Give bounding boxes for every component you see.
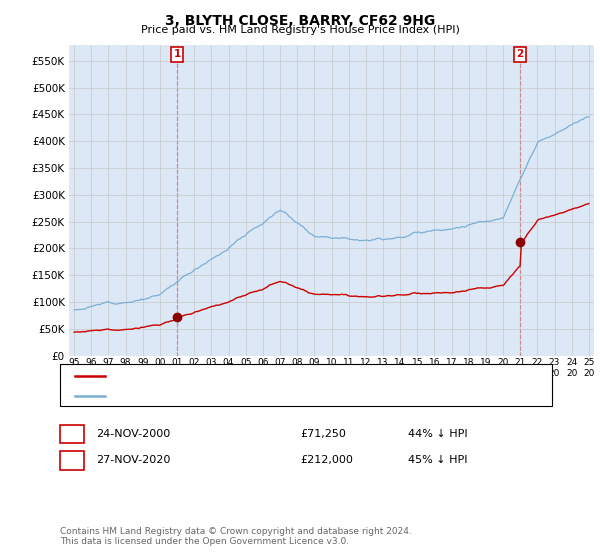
Text: 3, BLYTH CLOSE, BARRY, CF62 9HG: 3, BLYTH CLOSE, BARRY, CF62 9HG	[165, 14, 435, 28]
Text: 1: 1	[173, 49, 181, 59]
Text: 44% ↓ HPI: 44% ↓ HPI	[408, 429, 467, 439]
Text: 45% ↓ HPI: 45% ↓ HPI	[408, 455, 467, 465]
Text: HPI: Average price, detached house, Vale of Glamorgan: HPI: Average price, detached house, Vale…	[111, 390, 401, 400]
Text: Contains HM Land Registry data © Crown copyright and database right 2024.
This d: Contains HM Land Registry data © Crown c…	[60, 526, 412, 546]
Text: £212,000: £212,000	[300, 455, 353, 465]
Text: 2: 2	[517, 49, 524, 59]
Text: 1: 1	[68, 429, 76, 439]
Text: £71,250: £71,250	[300, 429, 346, 439]
Text: 27-NOV-2020: 27-NOV-2020	[96, 455, 170, 465]
Text: 24-NOV-2000: 24-NOV-2000	[96, 429, 170, 439]
Text: 3, BLYTH CLOSE, BARRY, CF62 9HG (detached house): 3, BLYTH CLOSE, BARRY, CF62 9HG (detache…	[111, 371, 388, 381]
Text: 2: 2	[68, 455, 76, 465]
Text: Price paid vs. HM Land Registry's House Price Index (HPI): Price paid vs. HM Land Registry's House …	[140, 25, 460, 35]
